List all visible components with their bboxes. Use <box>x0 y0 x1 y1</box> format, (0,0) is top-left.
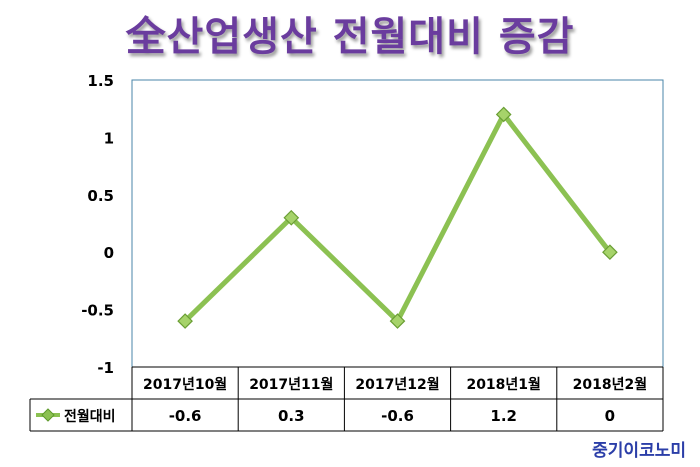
legend-label: 전월대비 <box>64 408 116 425</box>
data-table: 2017년10월 2017년11월 2017년12월 2018년1월 2018년2월전월… <box>29 366 664 432</box>
y-tick-label: 0 <box>104 244 114 262</box>
x-category-label: 2017년10월 <box>143 376 227 393</box>
table-value: 1.2 <box>490 407 517 425</box>
y-axis-ticks: 1.5 1 0.5 0 -0.5 -1 <box>81 72 114 377</box>
y-tick-label: 1.5 <box>87 72 114 90</box>
table-value: -0.6 <box>169 407 202 425</box>
y-tick-label: -1 <box>97 359 114 377</box>
legend-marker <box>41 408 55 422</box>
series-markers <box>177 106 618 329</box>
x-category-label: 2017년11월 <box>249 376 333 393</box>
y-tick-label: 0.5 <box>87 187 114 205</box>
data-point-marker <box>283 209 300 226</box>
data-point-marker <box>602 244 618 261</box>
table-value: -0.6 <box>381 407 414 425</box>
table-value: 0 <box>605 407 615 425</box>
data-point-marker <box>495 106 512 123</box>
table-value: 0.3 <box>278 407 305 425</box>
data-point-marker <box>177 313 193 329</box>
chart-title: 全산업생산 전월대비 증감 <box>125 14 575 60</box>
source-credit: 중기이코노미 <box>592 441 686 461</box>
series-line-전월대비 <box>183 109 612 326</box>
y-tick-label: 1 <box>104 129 114 147</box>
x-category-label: 2018년2월 <box>573 376 647 393</box>
x-category-label: 2018년1월 <box>466 376 540 393</box>
data-point-marker <box>389 313 406 329</box>
y-tick-label: -0.5 <box>81 302 114 320</box>
x-category-label: 2017년12월 <box>355 376 439 393</box>
